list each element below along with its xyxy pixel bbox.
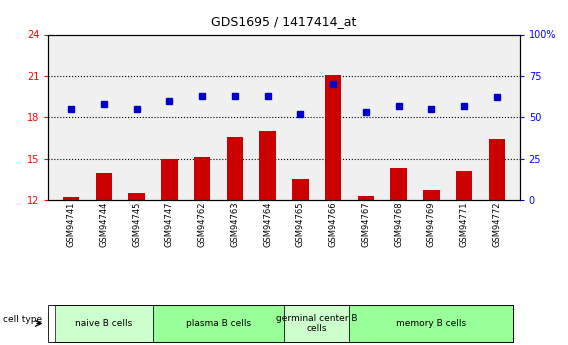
Bar <box>488 139 505 200</box>
Bar <box>390 168 407 200</box>
Text: plasma B cells: plasma B cells <box>186 319 251 328</box>
Bar <box>456 171 472 200</box>
Bar <box>260 131 276 200</box>
Bar <box>292 179 308 200</box>
Text: GDS1695 / 1417414_at: GDS1695 / 1417414_at <box>211 16 357 29</box>
Bar <box>325 75 341 200</box>
Bar <box>96 172 112 200</box>
Bar <box>161 159 178 200</box>
Bar <box>423 190 440 200</box>
Bar <box>227 137 243 200</box>
Bar <box>358 196 374 200</box>
Text: germinal center B
cells: germinal center B cells <box>276 314 357 333</box>
Text: cell type: cell type <box>3 315 42 325</box>
Text: memory B cells: memory B cells <box>396 319 466 328</box>
Text: naive B cells: naive B cells <box>76 319 132 328</box>
Bar <box>128 193 145 200</box>
Bar <box>63 197 80 200</box>
Bar <box>194 157 210 200</box>
